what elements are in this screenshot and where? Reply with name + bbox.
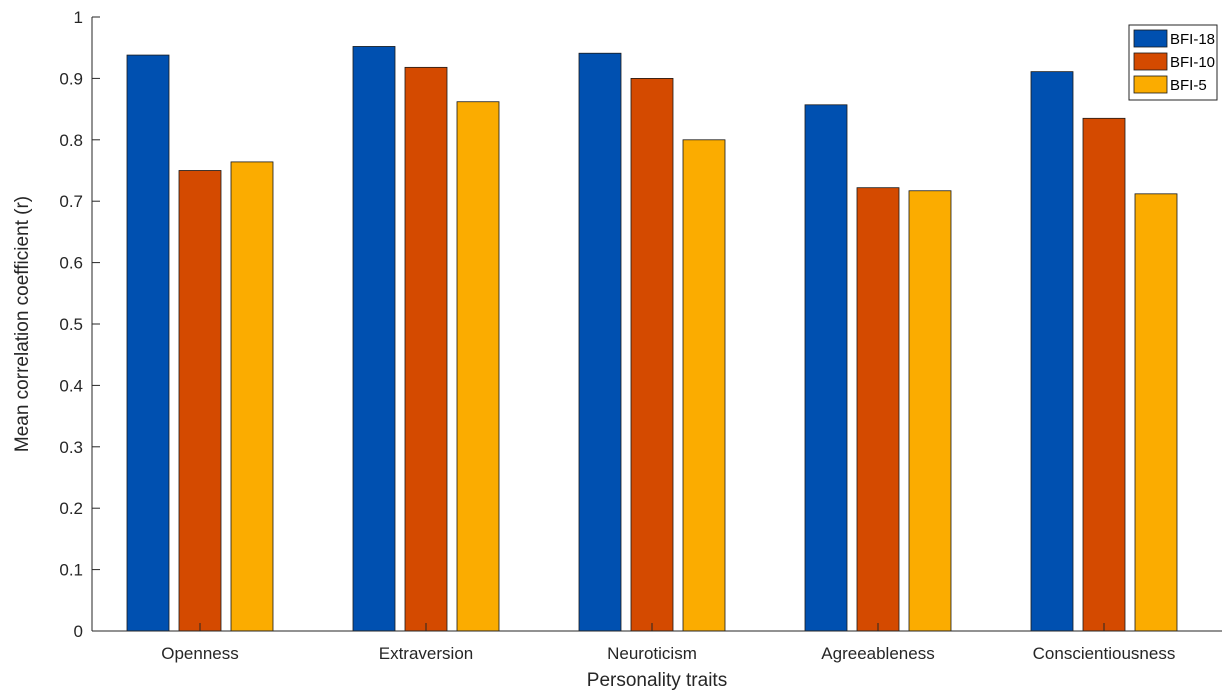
y-tick-label: 0.3 <box>59 438 83 457</box>
x-tick-label: Conscientiousness <box>1033 644 1176 663</box>
y-tick-label: 1 <box>74 8 83 27</box>
y-axis-title: Mean correlation coefficient (r) <box>12 196 33 452</box>
bar-bfi-5-openness <box>230 161 274 632</box>
x-tick-label: Neuroticism <box>607 644 697 663</box>
y-ticks: 0 0.1 0.2 0.3 0.4 0.5 0.6 0.7 0.8 0.9 1 <box>59 8 100 641</box>
bar-bfi-5-neuroticism <box>682 139 726 632</box>
y-tick-label: 0.1 <box>59 561 83 580</box>
bar-bfi-10-extraversion <box>404 66 448 632</box>
y-tick-label: 0.9 <box>59 69 83 88</box>
x-ticks: Openness Extraversion Neuroticism Agreeable… <box>161 623 1175 663</box>
bar-bfi-5-extraversion <box>456 101 500 632</box>
bar-bfi-18-openness <box>126 54 170 632</box>
y-tick-label: 0.4 <box>59 376 83 395</box>
bar-bfi-18-conscientiousness <box>1030 71 1074 632</box>
legend-label: BFI-5 <box>1170 77 1207 94</box>
x-axis-title: Personality traits <box>587 670 727 691</box>
legend: BFI-18 BFI-10 BFI-5 <box>1128 24 1218 101</box>
bar-bfi-10-openness <box>178 170 222 632</box>
bar-bfi-10-agreeableness <box>856 187 900 632</box>
bar-bfi-10-neuroticism <box>630 78 674 632</box>
y-tick-label: 0.6 <box>59 254 83 273</box>
bar-bfi-10-conscientiousness <box>1082 117 1126 632</box>
x-tick-label: Agreeableness <box>821 644 934 663</box>
legend-swatch <box>1133 29 1168 48</box>
bar-bfi-18-neuroticism <box>578 52 622 632</box>
bar-bfi-18-agreeableness <box>804 104 848 632</box>
bars <box>126 46 1178 632</box>
bar-bfi-5-conscientiousness <box>1134 193 1178 632</box>
x-tick-label: Openness <box>161 644 239 663</box>
legend-label: BFI-18 <box>1170 31 1215 48</box>
bar-bfi-18-extraversion <box>352 46 396 632</box>
y-tick-label: 0.5 <box>59 315 83 334</box>
y-tick-label: 0.2 <box>59 499 83 518</box>
legend-swatch <box>1133 75 1168 94</box>
y-tick-label: 0 <box>74 622 83 641</box>
y-tick-label: 0.7 <box>59 192 83 211</box>
x-tick-label: Extraversion <box>379 644 473 663</box>
y-tick-label: 0.8 <box>59 131 83 150</box>
legend-swatch <box>1133 52 1168 71</box>
bar-bfi-5-agreeableness <box>908 190 952 632</box>
legend-label: BFI-10 <box>1170 54 1215 71</box>
